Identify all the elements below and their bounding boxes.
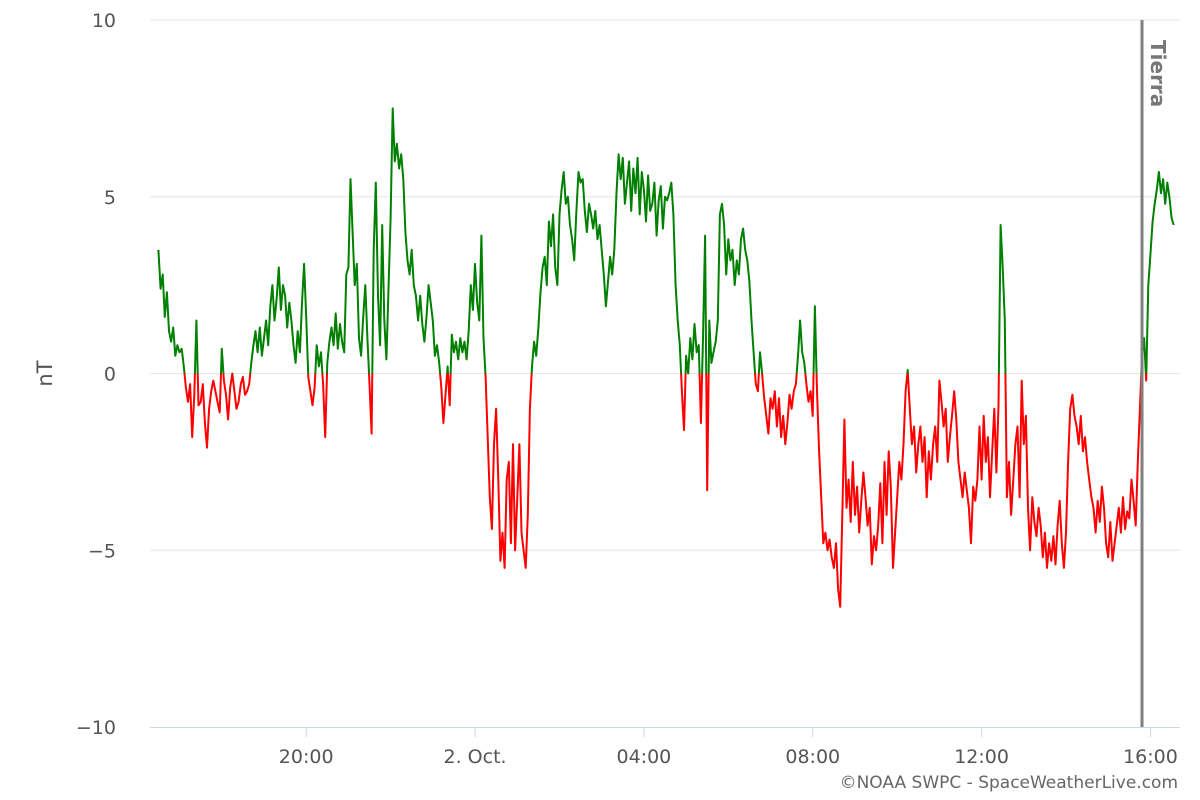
x-tick-label: 04:00 <box>617 746 672 768</box>
x-axis-tick-labels: 20:00 2. Oct. 04:00 08:00 12:00 16:00 <box>279 746 1178 768</box>
y-tick-label: −10 <box>76 717 116 739</box>
y-tick-label: 0 <box>104 364 116 386</box>
y-axis-tick-labels: 10 5 0 −5 −10 <box>76 10 116 739</box>
x-tick-label: 08:00 <box>785 746 840 768</box>
y-axis-title: nT <box>33 360 57 386</box>
series-line-positive <box>157 107 1175 374</box>
reference-line-group: Tierra <box>1140 20 1170 727</box>
x-tick-label: 12:00 <box>954 746 1009 768</box>
x-tick-label: 2. Oct. <box>444 746 507 768</box>
y-tick-label: 5 <box>104 187 116 209</box>
reference-line-label: Tierra <box>1146 40 1170 107</box>
x-tick-label: 16:00 <box>1123 746 1178 768</box>
x-tick-label: 20:00 <box>279 746 334 768</box>
y-tick-label: −5 <box>88 540 116 562</box>
x-axis <box>150 727 1180 737</box>
y-tick-label: 10 <box>92 10 116 32</box>
credits-link[interactable]: ©NOAA SWPC - SpaceWeatherLive.com <box>839 773 1178 793</box>
series-line-negative <box>183 373 1148 608</box>
series-lines <box>157 107 1175 608</box>
